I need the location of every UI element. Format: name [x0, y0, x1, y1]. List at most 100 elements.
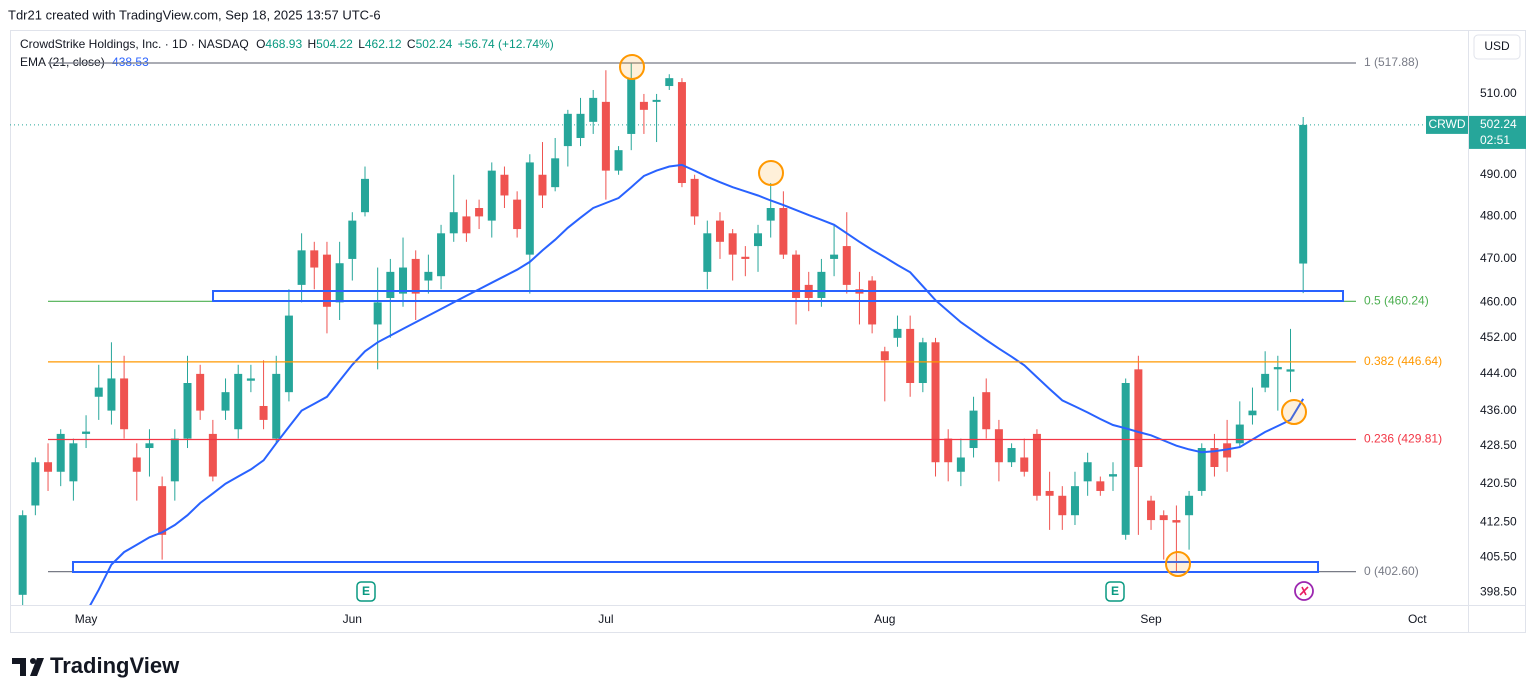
candle-body	[82, 431, 91, 434]
candle-body	[994, 429, 1003, 463]
y-tick-label: 398.50	[1480, 584, 1517, 598]
header: Tdr21 created with TradingView.com, Sep …	[8, 7, 381, 22]
candle-body	[310, 250, 319, 268]
candle-body	[500, 174, 509, 196]
candle-body	[44, 462, 53, 472]
price-badge	[1469, 115, 1526, 149]
candle-body	[868, 280, 877, 325]
candle-body	[158, 486, 167, 535]
candle-body	[1286, 369, 1295, 372]
frame	[10, 30, 1526, 633]
candle-body	[614, 150, 623, 171]
x-tick-label: May	[75, 612, 98, 626]
candle-body	[1032, 433, 1041, 496]
candle-body	[513, 199, 522, 230]
candle-body	[487, 170, 496, 221]
y-tick-label: 405.50	[1480, 549, 1517, 563]
candle-body	[1058, 495, 1067, 516]
candle-body	[525, 162, 534, 255]
x-tick-label: Sep	[1140, 612, 1162, 626]
ohlc-value: 502.24	[416, 37, 453, 51]
candle-body	[842, 246, 851, 285]
candle-body	[627, 78, 636, 134]
candle-body	[1083, 462, 1092, 482]
candle-body	[982, 392, 991, 430]
fib-label: 0 (402.60)	[1364, 564, 1419, 578]
ohlc-label: H	[307, 37, 316, 51]
change: +56.74 (+12.74%)	[458, 37, 554, 51]
earnings-label[interactable]: E	[362, 584, 370, 598]
legend-main: CrowdStrike Holdings, Inc. · 1D · NASDAQ…	[20, 37, 554, 51]
candle-body	[183, 383, 192, 439]
candle-body	[1045, 490, 1054, 496]
ohlc-label: O	[256, 37, 265, 51]
plot	[10, 62, 1468, 605]
candle-body	[56, 433, 65, 472]
footer-brand: TradingView	[50, 653, 180, 678]
candle-body	[284, 315, 293, 393]
y-tick-label: 420.50	[1480, 476, 1517, 490]
candle-body	[1007, 448, 1016, 463]
y-tick-label: 460.00	[1480, 295, 1517, 309]
y-tick-label: 412.50	[1480, 515, 1517, 529]
logo-mark	[30, 658, 36, 664]
currency-button[interactable]	[1473, 34, 1521, 60]
y-tick-label: 444.00	[1480, 366, 1517, 380]
candle-body	[589, 97, 598, 122]
ohlc-value: 468.93	[265, 37, 302, 51]
earnings-marker[interactable]	[1105, 581, 1125, 602]
zone-box	[72, 561, 1319, 573]
x-tick-label: Jul	[598, 612, 613, 626]
candle-body	[411, 258, 420, 294]
candle-body	[360, 178, 369, 213]
candle-body	[830, 254, 839, 259]
ohlc-label: L	[358, 37, 365, 51]
y-tick-label: 436.00	[1480, 403, 1517, 417]
candle-body	[1197, 448, 1206, 491]
highlight-circle	[758, 160, 784, 186]
x-tick-label: Aug	[874, 612, 895, 626]
indicator-value: 438.53	[112, 55, 149, 69]
candle-body	[893, 328, 902, 338]
candle-body	[741, 256, 750, 259]
candle-body	[754, 233, 763, 247]
candle-body	[1020, 457, 1029, 472]
y-tick-label: 490.00	[1480, 167, 1517, 181]
candle-body	[145, 443, 154, 449]
candle-body	[437, 233, 446, 277]
event-icon-glyph	[1299, 586, 1309, 596]
fib-label: 0.382 (446.64)	[1364, 354, 1442, 368]
candle-body	[956, 457, 965, 472]
candle-body	[1134, 369, 1143, 467]
candle-body	[1261, 373, 1270, 388]
event-icon[interactable]	[1294, 581, 1314, 601]
earnings-marker[interactable]	[356, 581, 376, 602]
candle-body	[399, 267, 408, 294]
y-tick-label: 452.00	[1480, 330, 1517, 344]
zone-box	[212, 290, 1344, 302]
highlight-circle	[619, 54, 645, 80]
candle-body	[1070, 486, 1079, 516]
candle-body	[31, 462, 40, 506]
candle-body	[563, 113, 572, 147]
candle-body	[1248, 410, 1257, 416]
candle-body	[576, 113, 585, 138]
currency[interactable]: USD	[1484, 39, 1510, 53]
drawings: E E	[72, 54, 1344, 602]
fib-label: 0.236 (429.81)	[1364, 432, 1442, 446]
candle-body	[1235, 424, 1244, 444]
fib-label: 1 (517.88)	[1364, 55, 1419, 69]
earnings-label[interactable]: E	[1111, 584, 1119, 598]
candle-body	[1147, 500, 1156, 521]
candle-body	[944, 438, 953, 463]
candle-body	[132, 457, 141, 472]
symbol-label: CRWD	[1428, 117, 1465, 131]
indicator-name: EMA (21, close)	[20, 55, 105, 69]
candle-body	[639, 101, 648, 110]
candle-body	[424, 271, 433, 281]
candle-body	[906, 328, 915, 384]
candle-body	[703, 233, 712, 272]
candle-body	[1109, 474, 1118, 477]
candle-body	[918, 342, 927, 384]
x-tick-label: Oct	[1408, 612, 1427, 626]
